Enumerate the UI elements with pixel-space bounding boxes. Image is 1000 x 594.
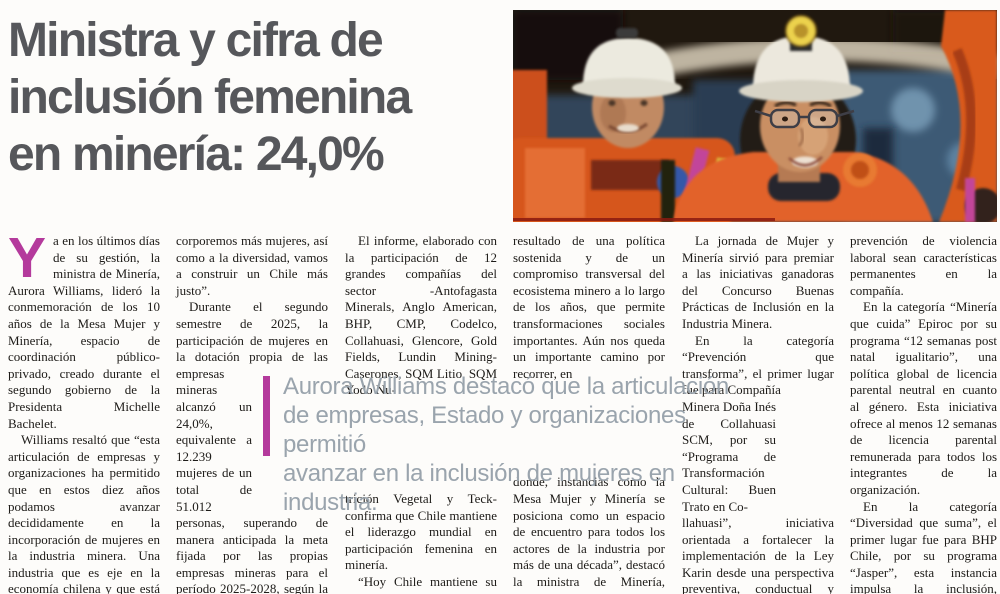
paragraph: llahuasi”, iniciativa orientada a fortal… <box>682 515 834 594</box>
pull-quote: Aurora Williams destacó que la articulac… <box>263 372 745 517</box>
paragraph-text: a en los últimos días de su gestión, la … <box>8 233 160 431</box>
paragraph-wrapped-beside-quote: Minera Doña Inés de Collahuasi SCM, por … <box>682 398 776 514</box>
paragraph: donde, instancias como la Mesa Mujer y M… <box>513 474 665 594</box>
article-column-6: prevención de violencia laboral sean car… <box>850 233 997 594</box>
article-photo <box>513 10 997 222</box>
paragraph: En la categoría “Diversidad que suma”, e… <box>850 498 997 594</box>
headline-line-1: Ministra y cifra de <box>8 14 384 67</box>
article-column-3: El informe, elaborado con la participaci… <box>345 233 497 594</box>
paragraph: Williams resaltó que “esta articulación … <box>8 432 160 594</box>
paragraph: “Hoy Chile mantiene su liderazgo en part… <box>345 573 497 594</box>
paragraph: La jornada de Mujer y Minería sirvió par… <box>682 233 834 331</box>
pull-quote-line-2: de empresas, Estado y organizaciones per… <box>283 402 686 458</box>
paragraph: En la categoría “Prevención que transfor… <box>682 332 834 398</box>
paragraph: El informe, elaborado con la participaci… <box>345 233 497 398</box>
paragraph-wrapped-beside-quote: mineras alcanzó un 24,0%, equivalente a … <box>176 382 252 514</box>
article-column-2: corporemos más mujeres, así como a la di… <box>176 233 328 594</box>
paragraph: resultado de una política sostenida y de… <box>513 233 665 381</box>
headline: Ministra y cifra de inclusión femenina e… <box>8 12 412 183</box>
pull-quote-line-1: Aurora Williams destacó que la articulac… <box>283 373 729 400</box>
headline-line-3: en minería: 24,0% <box>8 128 385 181</box>
article-column-5: La jornada de Mujer y Minería sirvió par… <box>682 233 834 594</box>
paragraph: Durante el segundo semestre de 2025, la … <box>176 299 328 381</box>
paragraph: En la categoría “Minería que cuida” Epir… <box>850 299 997 497</box>
pull-quote-accent-bar <box>263 376 270 456</box>
mining-workers-illustration <box>513 10 997 222</box>
drop-cap: Y <box>8 226 47 290</box>
paragraph: prevención de violencia laboral sean car… <box>850 233 997 298</box>
headline-line-2: inclusión femenina <box>8 71 412 124</box>
paragraph: corporemos más mujeres, así como a la di… <box>176 233 328 298</box>
paragraph: personas, superando de manera anticipada… <box>176 515 328 594</box>
pull-quote-text: Aurora Williams destacó que la articulac… <box>283 372 745 517</box>
pull-quote-line-3: avanzar en la inclusión de mujeres en in… <box>283 460 675 516</box>
article-column-4: resultado de una política sostenida y de… <box>513 233 665 594</box>
paragraph: trición Vegetal y Teck- confirma que Chi… <box>345 490 497 573</box>
